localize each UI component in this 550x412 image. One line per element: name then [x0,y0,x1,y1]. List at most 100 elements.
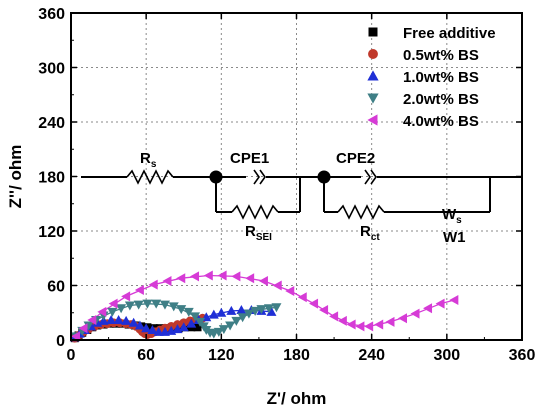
data-point [364,321,374,332]
data-point [374,319,384,330]
data-point [245,273,255,284]
label-rsei: RSEI [245,223,272,243]
data-point [83,321,94,331]
legend-label: 4.0wt% BS [403,113,479,130]
data-point [148,279,158,290]
circuit-node-2 [317,170,331,184]
data-point [87,315,97,326]
data-point [71,331,81,342]
equivalent-circuit: Rs CPE1 CPE2 RSEI Rct Ws W1 [81,150,522,246]
data-points [69,270,459,343]
y-axis-title: Z''/ ohm [6,145,25,209]
x-tick-label: 120 [208,347,235,364]
y-tick-label: 120 [38,224,65,241]
data-point [297,292,307,303]
data-point [449,295,459,306]
resistor-rs [126,169,174,185]
data-point [355,321,365,332]
data-point [236,305,247,315]
x-tick-label: 360 [509,347,536,364]
data-point [385,316,395,327]
data-point [193,323,202,332]
x-tick-label: 300 [433,347,460,364]
data-point [113,315,124,325]
data-point [435,298,445,309]
label-cpe2: CPE2 [336,150,375,167]
y-tick-label: 180 [38,170,65,187]
data-point [147,325,158,335]
legend: Free additive 0.5wt% BS 1.0wt% BS 2.0wt% BS… [367,25,496,130]
axes: 0 60 120 180 240 300 360 0 60 120 180 240 300 360 Z'/ … [6,6,535,408]
x-tick-label: 0 [67,347,76,364]
data-point [97,306,107,317]
data-point [319,305,329,316]
data-point [108,298,118,309]
data-point [263,304,274,314]
data-point [256,305,267,315]
data-point [218,325,229,335]
legend-marker [368,27,378,37]
data-point [106,315,117,325]
data-point [133,300,144,310]
label-rs: Rs [140,150,157,170]
resistor-rsei [231,204,279,220]
legend-marker [368,49,378,59]
data-point [121,291,131,302]
data-point [272,280,282,291]
data-point [250,306,261,316]
data-point [309,298,319,309]
legend-label: 1.0wt% BS [403,69,479,86]
data-point [329,311,339,322]
data-point [226,305,237,315]
data-point [266,306,277,316]
cpe2-symbol [364,169,371,185]
cpe1-symbol [259,169,266,185]
cpe2-symbol [370,169,377,185]
label-rct: Rct [360,223,380,243]
legend-marker [367,70,379,81]
data-point [134,285,144,296]
data-point [203,270,213,281]
data-point [190,312,201,322]
legend-label: Free additive [403,25,496,42]
circuit-node-1 [209,170,223,184]
y-tick-label: 240 [38,115,65,132]
data-point [410,308,420,319]
data-point [162,275,172,286]
data-point [231,271,241,282]
data-point [217,270,227,281]
data-point [134,320,145,330]
data-point [116,304,127,314]
legend-label: 2.0wt% BS [403,91,479,108]
data-point [151,299,162,309]
x-tick-label: 60 [137,347,155,364]
data-point [237,313,248,323]
data-point [346,319,356,330]
data-point [243,309,254,319]
legend-marker [367,114,378,126]
data-point [176,305,187,315]
data-point [128,317,139,327]
data-point [271,303,282,313]
data-point [258,275,268,286]
data-point [142,299,153,309]
data-point [159,300,170,310]
legend-marker [367,93,379,104]
data-point [195,317,206,327]
data-point [183,307,194,317]
y-tick-label: 60 [47,279,65,296]
data-point [285,285,295,296]
data-point [78,323,88,334]
data-point [231,316,242,326]
data-point [213,327,224,337]
legend-label: 0.5wt% BS [403,47,479,64]
data-point [216,307,227,317]
data-point [208,309,219,319]
data-point [141,323,152,333]
data-point [423,303,433,314]
label-cpe1: CPE1 [230,150,269,167]
label-ws: Ws [442,206,462,226]
x-axis-title: Z'/ ohm [267,389,327,408]
y-tick-label: 360 [38,6,65,23]
